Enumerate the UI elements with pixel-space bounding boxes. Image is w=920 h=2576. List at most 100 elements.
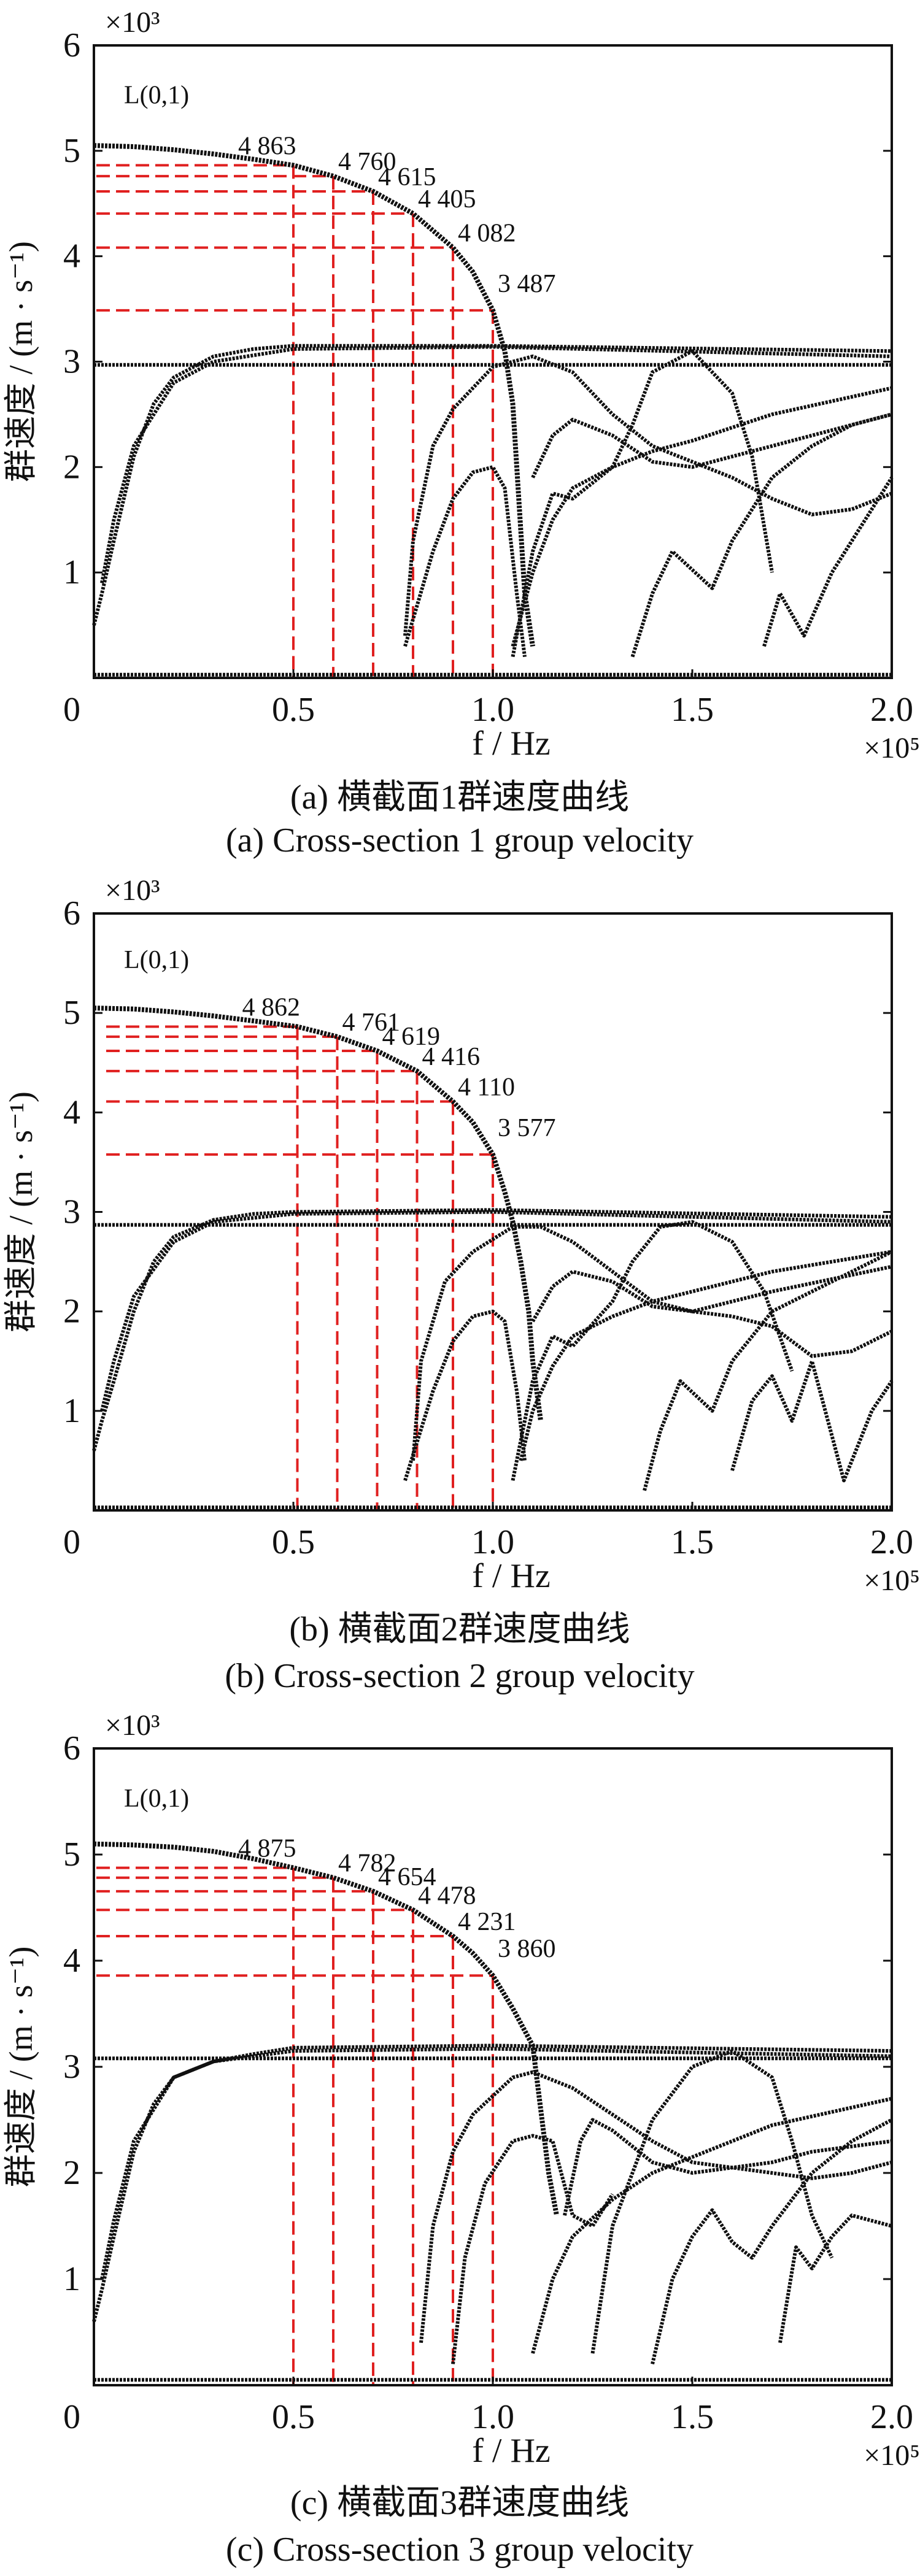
x-axis-label: f / Hz	[472, 725, 551, 763]
value-label: 4 110	[458, 1073, 515, 1101]
y-tick-label: 3	[63, 1193, 80, 1231]
y-axis-label: 群速度 / (m · s⁻¹)	[2, 1091, 39, 1332]
x-tick-label: 1.0	[471, 2398, 514, 2436]
dispersion-mode-7	[531, 2096, 892, 2354]
x-tick-label: 0.5	[272, 2398, 315, 2436]
value-label: 3 860	[498, 1935, 556, 1963]
x-tick-label: 2.0	[870, 1523, 913, 1561]
caption-english: (b) Cross-section 2 group velocity	[225, 1657, 694, 1695]
y-tick-label: 2	[63, 448, 80, 486]
dispersion-mode-10	[643, 1250, 893, 1491]
y-tick-label: 1	[63, 553, 80, 591]
dispersion-mode-7	[519, 1250, 892, 1461]
y-tick-label: 4	[63, 1942, 80, 1980]
dispersion-mode-10	[630, 412, 892, 658]
x-multiplier: ×10⁵	[864, 2439, 920, 2472]
value-label: 3 487	[498, 270, 556, 298]
dispersion-mode-6	[403, 465, 527, 657]
y-axis-label: 群速度 / (m · s⁻¹)	[2, 1947, 39, 2188]
y-tick-label: 1	[63, 1392, 80, 1430]
x-tick-label: 2.0	[870, 691, 913, 729]
dispersion-mode-3	[92, 1208, 892, 1451]
value-label: 3 577	[498, 1114, 556, 1142]
value-label: 4 654	[378, 1863, 436, 1891]
y-tick-label: 6	[63, 26, 80, 64]
dispersion-mode-5	[411, 1225, 893, 1461]
y-tick-label: 2	[63, 2154, 80, 2192]
y-tick-label: 4	[63, 237, 80, 275]
y-tick-label: 6	[63, 894, 80, 932]
dispersion-mode-3	[92, 344, 892, 626]
dispersion-mode-6	[451, 2134, 614, 2364]
dispersion-mode-1	[93, 143, 535, 647]
value-label: 4 416	[422, 1043, 481, 1071]
dispersion-mode-6	[403, 1309, 527, 1482]
caption-chinese: (c) 横截面3群速度曲线	[290, 2484, 629, 2522]
y-tick-label: 5	[63, 1836, 80, 1874]
dispersion-mode-4	[100, 2047, 892, 2280]
dispersion-mode-11	[778, 2213, 892, 2343]
y-tick-label: 5	[63, 994, 80, 1032]
dispersion-mode-5	[419, 2070, 892, 2343]
value-label: 4 875	[238, 1835, 296, 1863]
y-tick-label: 4	[63, 1093, 80, 1131]
dispersion-mode-8	[511, 1220, 794, 1481]
x-tick-label: 0	[63, 2398, 80, 2436]
x-tick-label: 0.5	[272, 691, 315, 729]
y-tick-label: 3	[63, 343, 80, 381]
dispersion-mode-4	[100, 345, 892, 583]
value-label: 4 760	[338, 148, 396, 176]
y-tick-label: 2	[63, 1293, 80, 1331]
y-multiplier: ×10³	[105, 6, 160, 39]
y-multiplier: ×10³	[105, 1709, 160, 1742]
dispersion-mode-11	[762, 476, 894, 647]
x-axis-label: f / Hz	[472, 2432, 551, 2470]
value-label: 4 615	[378, 163, 436, 191]
caption-english: (c) Cross-section 3 group velocity	[226, 2531, 694, 2569]
dispersion-mode-10	[651, 2118, 893, 2365]
caption-english: (a) Cross-section 1 group velocity	[226, 821, 694, 859]
x-multiplier: ×10⁵	[864, 732, 920, 764]
x-multiplier: ×10⁵	[864, 1564, 920, 1597]
dispersion-mode-9	[531, 412, 892, 479]
value-label: 4 619	[382, 1023, 441, 1051]
y-tick-label: 1	[63, 2260, 80, 2298]
x-tick-label: 1.5	[671, 691, 714, 729]
dispersion-mode-8	[511, 349, 774, 658]
mode-label-L01: L(0,1)	[124, 82, 189, 110]
mode-label-L01: L(0,1)	[124, 1785, 189, 1813]
x-tick-label: 1.5	[671, 2398, 714, 2436]
dispersion-mode-1	[93, 1841, 559, 2216]
value-label: 4 761	[342, 1009, 401, 1037]
dispersion-mode-7	[511, 386, 892, 647]
y-axis-label: 群速度 / (m · s⁻¹)	[2, 241, 39, 482]
caption-chinese: (b) 横截面2群速度曲线	[289, 1610, 630, 1648]
dispersion-mode-9	[590, 2049, 834, 2354]
value-label: 4 862	[242, 994, 301, 1022]
x-tick-label: 0	[63, 1523, 80, 1561]
mode-label-L01: L(0,1)	[124, 946, 189, 974]
x-tick-label: 1.5	[671, 1523, 714, 1561]
x-tick-label: 2.0	[870, 2398, 913, 2436]
dispersion-mode-9	[531, 1264, 892, 1323]
dispersion-mode-1	[93, 1005, 543, 1421]
value-label: 4 405	[418, 185, 476, 213]
x-axis-label: f / Hz	[472, 1557, 551, 1595]
y-tick-label: 5	[63, 132, 80, 170]
dispersion-mode-8	[563, 2118, 892, 2216]
x-tick-label: 0	[63, 691, 80, 729]
value-label: 4 478	[418, 1882, 476, 1910]
x-tick-label: 1.0	[471, 1523, 514, 1561]
dispersion-mode-11	[730, 1359, 894, 1483]
value-label: 4 782	[338, 1850, 396, 1878]
x-tick-label: 0.5	[272, 1523, 315, 1561]
dispersion-mode-5	[403, 354, 893, 636]
x-tick-label: 1.0	[471, 691, 514, 729]
y-tick-label: 3	[63, 2048, 80, 2086]
dispersion-mode-3	[92, 2043, 892, 2322]
value-label: 4 082	[458, 220, 516, 248]
